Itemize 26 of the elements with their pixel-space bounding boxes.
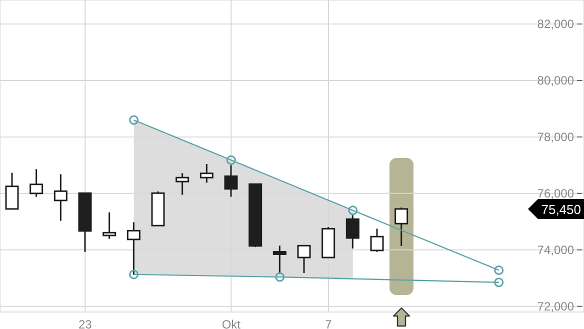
candlestick [200,163,214,184]
y-tick-label: 78,000 [537,130,574,144]
x-tick-label: 7 [325,318,332,329]
candlestick [176,172,190,196]
point [494,278,504,288]
candlestick [30,168,44,198]
candlestick [5,172,19,210]
y-tick-label: 80,000 [537,73,574,88]
candlestick [370,228,384,253]
y-tick-label: 76,000 [537,186,574,200]
candlestick [54,173,68,222]
candlestick [394,206,408,247]
point [226,155,236,165]
y-tick-label: 72,000 [537,299,574,314]
y-tick-label: 74,000 [537,242,574,257]
annotation: 75,450 [541,202,581,217]
point [348,206,358,216]
candlestick [102,212,116,240]
x-tick-label: 23 [78,318,92,329]
point [129,115,139,125]
point [275,272,285,282]
x-tick-label: Okt [222,318,242,329]
y-tick-label: 82,000 [537,17,574,31]
point [129,270,139,280]
point [494,265,504,275]
candlestick [297,244,311,274]
